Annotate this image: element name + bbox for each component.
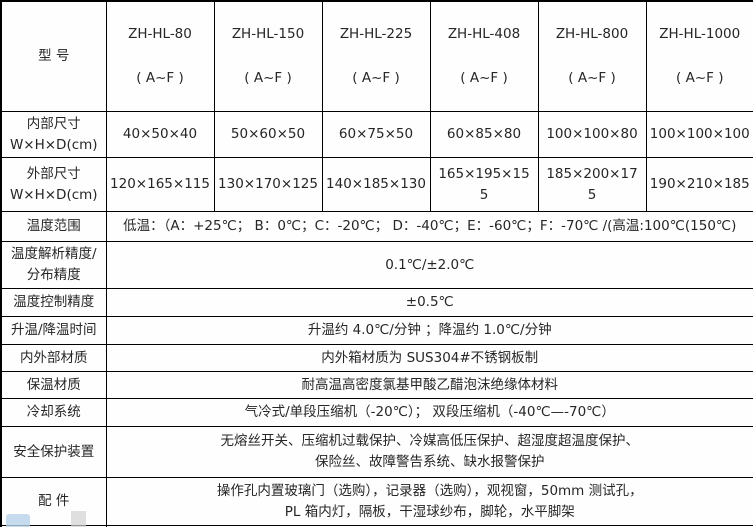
model-range: ( A~F ) (244, 70, 292, 86)
spec-value-span: 内外箱材质为 SUS304#不锈钢板制 (105, 344, 753, 372)
row-label-temp-resolution: 温度解析精度/ 分布精度 (0, 241, 107, 289)
row-label-safety: 安全保护装置 (0, 426, 107, 478)
spec-value: 40×50×40 (105, 111, 215, 158)
table-row-inner-size: 内部尺寸 W×H×D(cm) 40×50×40 50×60×50 60×75×5… (0, 111, 753, 158)
spec-value-span: 低温：（A：+25℃； B：0℃；C：-20℃； D：-40℃；E：-60℃；F… (105, 211, 753, 242)
spec-value-span: 0.1℃/±2.0℃ (105, 241, 753, 289)
model-name: ZH-HL-80 (128, 26, 192, 42)
spec-value-span: AC220V ，50/60Hz & 1φ ， AC380V ，50/60Hz 3… (105, 525, 753, 527)
spec-value: 140×185×130 (321, 157, 431, 212)
spec-value: 60×85×80 (429, 111, 539, 158)
table-row-accessories: 配 件 操作孔内置玻璃门（选购），记录器（选购），观视窗，50mm 测试孔， P… (0, 477, 753, 526)
table-row-insulation: 保温材质 耐高温高密度氯基甲酸乙醋泡沫绝缘体材料 (0, 371, 753, 399)
row-label-insulation: 保温材质 (0, 371, 107, 399)
table-row-ramp-time: 升温/降温时间 升温约 4.0℃/分钟 ；降温约 1.0℃/分钟 (0, 316, 753, 345)
row-label-material: 内外部材质 (0, 344, 107, 372)
model-header: ZH-HL-1000 ( A~F ) (645, 0, 753, 112)
screenshot-artifact-blue (6, 514, 30, 527)
screenshot-artifact-gray (71, 511, 86, 527)
model-name: ZH-HL-800 (555, 26, 629, 42)
model-range: ( A~F ) (568, 70, 616, 86)
table-row-material: 内外部材质 内外箱材质为 SUS304#不锈钢板制 (0, 344, 753, 372)
model-name: ZH-HL-1000 (659, 26, 741, 42)
spec-value: 165×195×15 5 (429, 157, 539, 212)
spec-value-span: 气冷式/单段压缩机（-20℃）； 双段压缩机（-40℃—-70℃） (105, 398, 753, 427)
spec-value: 100×100×80 (537, 111, 647, 158)
table-row-outer-size: 外部尺寸 W×H×D(cm) 120×165×115 130×170×125 1… (0, 157, 753, 212)
table-row-safety: 安全保护装置 无熔丝开关、压缩机过载保护、冷媒高低压保护、超湿度超温度保护、 保… (0, 426, 753, 478)
model-name: ZH-HL-150 (231, 26, 305, 42)
spec-value-span: 无熔丝开关、压缩机过载保护、冷媒高低压保护、超湿度超温度保护、 保险丝、故障警告… (105, 426, 753, 478)
row-label-temp-control: 温度控制精度 (0, 288, 107, 317)
row-label-model: 型 号 (0, 0, 107, 112)
spec-value-span: 耐高温高密度氯基甲酸乙醋泡沫绝缘体材料 (105, 371, 753, 399)
table-row-temp-control: 温度控制精度 ±0.5℃ (0, 288, 753, 317)
table-row-header: 型 号 ZH-HL-80 ( A~F ) ZH-HL-150 ( A~F ) Z… (0, 0, 753, 112)
model-header: ZH-HL-800 ( A~F ) (537, 0, 647, 112)
spec-value-span: ±0.5℃ (105, 288, 753, 317)
spec-value: 100×100×100 (645, 111, 753, 158)
model-header: ZH-HL-225 ( A~F ) (321, 0, 431, 112)
row-label-cooling: 冷却系统 (0, 398, 107, 427)
model-name: ZH-HL-408 (447, 26, 521, 42)
table-row-power: 电 源 AC220V ，50/60Hz & 1φ ， AC380V ，50/60… (0, 525, 753, 527)
table-row-cooling: 冷却系统 气冷式/单段压缩机（-20℃）； 双段压缩机（-40℃—-70℃） (0, 398, 753, 427)
spec-value-span: 操作孔内置玻璃门（选购），记录器（选购），观视窗，50mm 测试孔， PL 箱内… (105, 477, 753, 526)
table-row-temp-resolution: 温度解析精度/ 分布精度 0.1℃/±2.0℃ (0, 241, 753, 289)
model-name: ZH-HL-225 (339, 26, 413, 42)
model-header: ZH-HL-80 ( A~F ) (105, 0, 215, 112)
row-label-outer-size: 外部尺寸 W×H×D(cm) (0, 157, 107, 212)
spec-value: 50×60×50 (213, 111, 323, 158)
spec-value: 190×210×185 (645, 157, 753, 212)
model-header: ZH-HL-150 ( A~F ) (213, 0, 323, 112)
model-range: ( A~F ) (352, 70, 400, 86)
table-row-temp-range: 温度范围 低温：（A：+25℃； B：0℃；C：-20℃； D：-40℃；E：-… (0, 211, 753, 242)
row-label-inner-size: 内部尺寸 W×H×D(cm) (0, 111, 107, 158)
model-range: ( A~F ) (460, 70, 508, 86)
model-range: ( A~F ) (676, 70, 724, 86)
spec-value-span: 升温约 4.0℃/分钟 ；降温约 1.0℃/分钟 (105, 316, 753, 345)
model-range: ( A~F ) (136, 70, 184, 86)
spec-value: 130×170×125 (213, 157, 323, 212)
spec-value: 185×200×17 5 (537, 157, 647, 212)
row-label-ramp-time: 升温/降温时间 (0, 316, 107, 345)
row-label-temp-range: 温度范围 (0, 211, 107, 242)
spec-value: 60×75×50 (321, 111, 431, 158)
model-header: ZH-HL-408 ( A~F ) (429, 0, 539, 112)
spec-value: 120×165×115 (105, 157, 215, 212)
